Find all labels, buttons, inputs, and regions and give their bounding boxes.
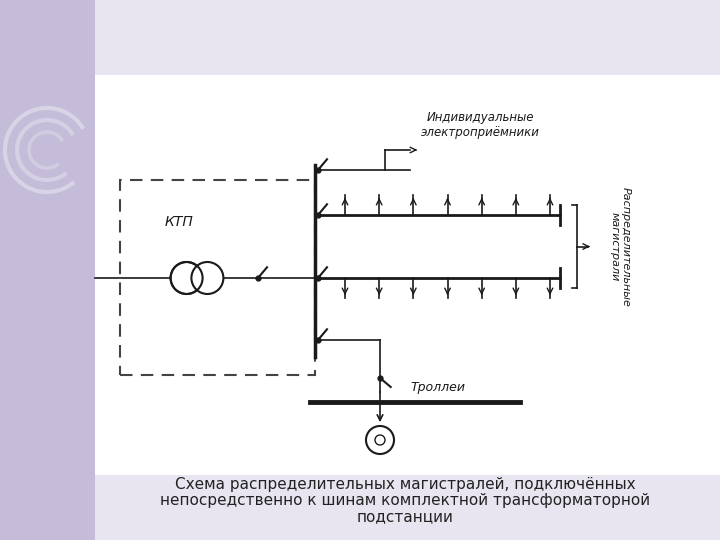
Text: подстанции: подстанции (356, 509, 454, 524)
Bar (120, 180, 315, 375)
Circle shape (366, 426, 394, 454)
Text: Схема распределительных магистралей, подключённых: Схема распределительных магистралей, под… (175, 477, 635, 492)
Circle shape (192, 262, 223, 294)
Circle shape (375, 435, 385, 445)
Text: Индивидуальные
электроприёмники: Индивидуальные электроприёмники (420, 111, 539, 139)
Text: Распределительные
магистрали: Распределительные магистрали (609, 186, 631, 306)
Text: непосредственно к шинам комплектной трансформаторной: непосредственно к шинам комплектной тран… (160, 493, 650, 508)
Text: КТП: КТП (165, 215, 194, 229)
Text: Троллеи: Троллеи (410, 381, 465, 394)
Bar (0, 0, 95, 540)
Bar (95, 75, 720, 475)
Circle shape (171, 262, 202, 294)
